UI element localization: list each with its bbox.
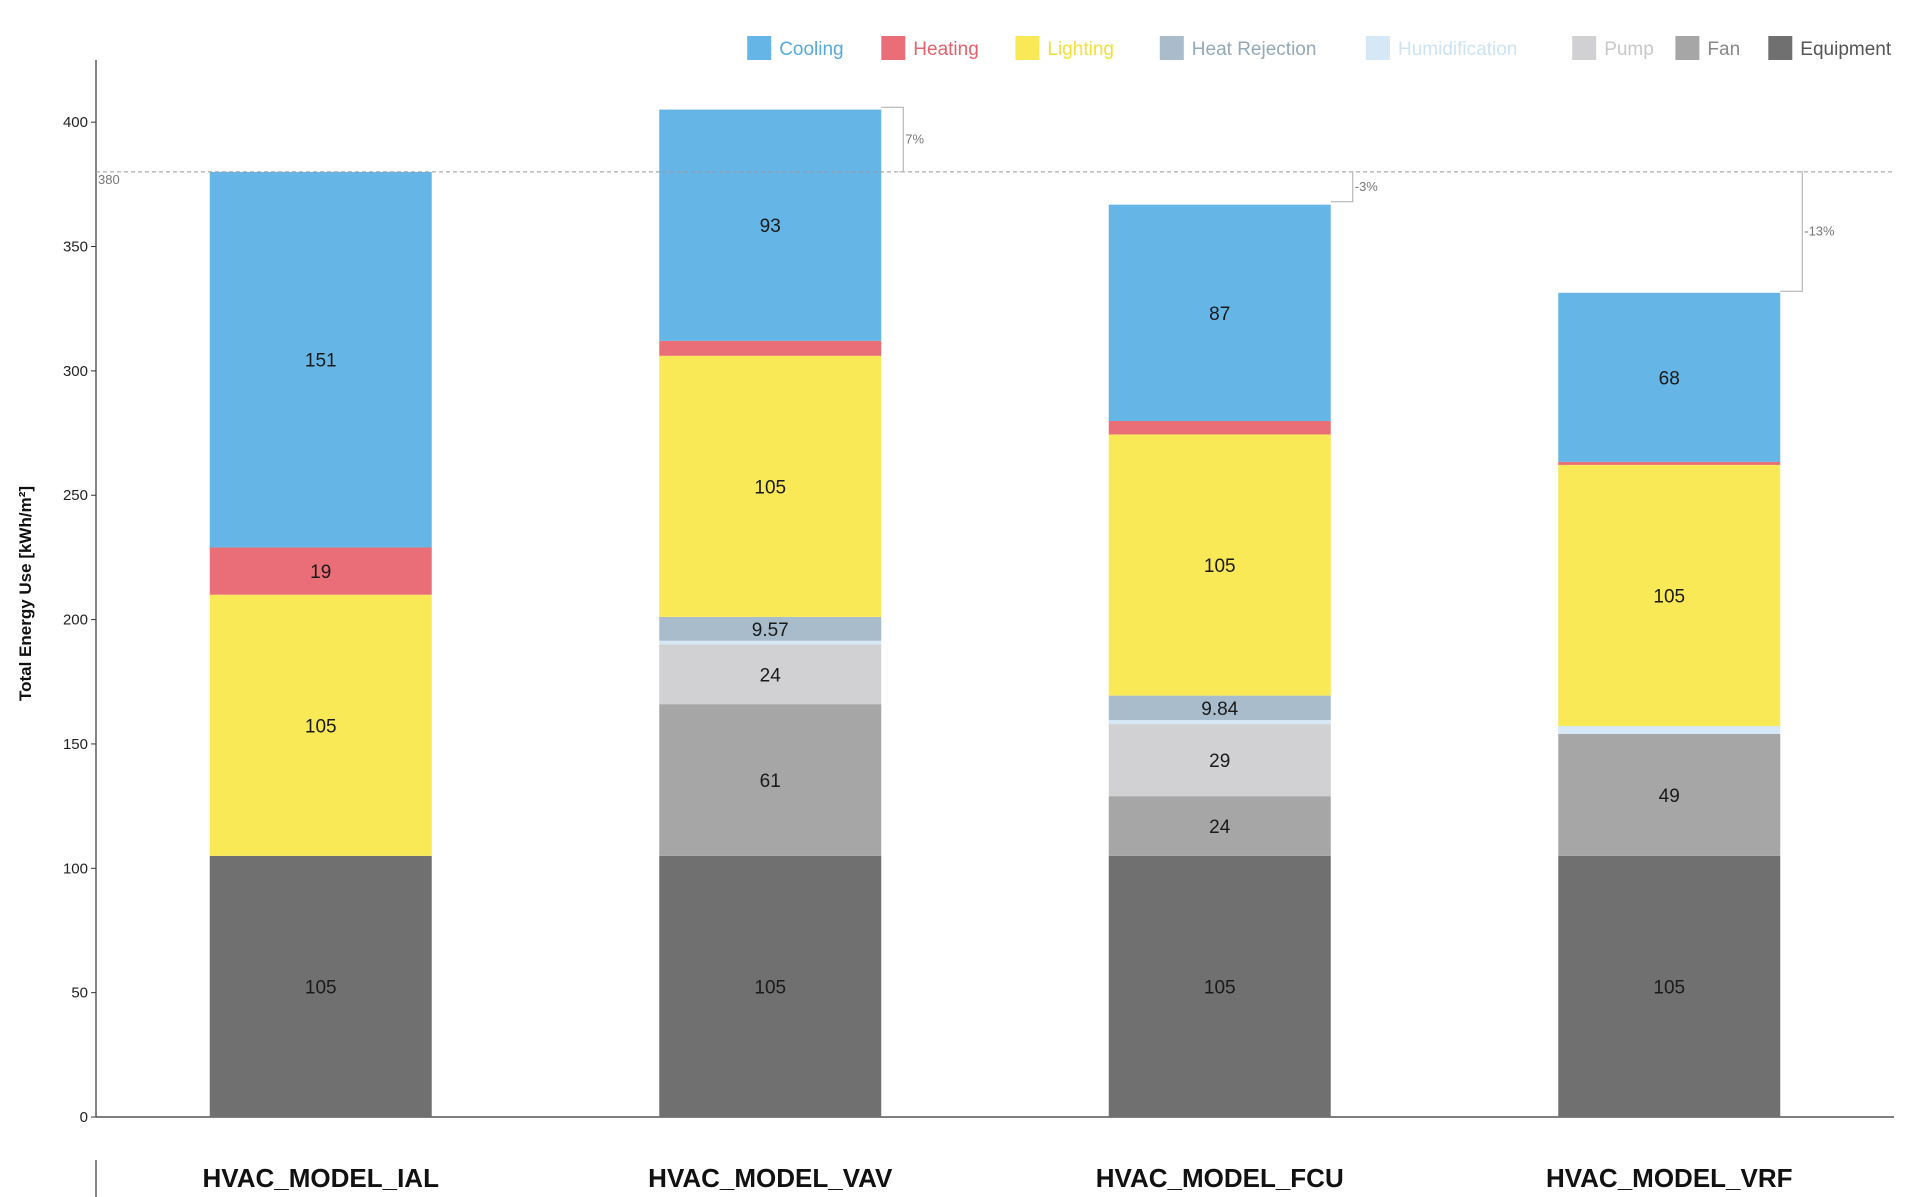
bar-segment-equipment (1558, 855, 1781, 1117)
bar-segment-pump (1108, 724, 1331, 797)
legend-label: Pump (1604, 39, 1654, 60)
difference-bracket (1330, 171, 1354, 203)
legend-item-lighting: Lighting (1015, 36, 1114, 60)
bar-segment-lighting (1558, 464, 1781, 727)
bar-segment-cooling (209, 171, 432, 548)
segment-value-label: 24 (1209, 817, 1231, 838)
legend-item-heating: Heating (881, 36, 979, 60)
legend-item-cooling: Cooling (747, 36, 844, 60)
legend-label: Fan (1707, 39, 1740, 60)
segment-value-label: 49 (1659, 786, 1680, 807)
legend-label: Heating (913, 39, 979, 60)
segment-value-label: 61 (760, 771, 781, 792)
segment-value-label: 105 (305, 977, 337, 998)
bar-segment-cooling (1558, 292, 1781, 462)
segment-value-label: 87 (1209, 304, 1230, 325)
segment-value-label: 151 (305, 351, 337, 372)
segment-value-label: 24 (760, 665, 782, 686)
bar-segment-cooling (659, 109, 882, 341)
segment-value-label: 105 (1204, 556, 1236, 577)
segment-value-label: 68 (1659, 368, 1680, 389)
bar-segment-heat-rejection (659, 616, 882, 641)
y-tick-label: 250 (63, 487, 88, 504)
legend-label: Heat Rejection (1192, 39, 1317, 60)
bar-segment-lighting (209, 594, 432, 856)
legend-swatch (1572, 36, 1597, 60)
legend-swatch (1675, 36, 1700, 60)
bar-segment-cooling (1108, 204, 1331, 422)
bar-segment-humidification (1558, 726, 1781, 734)
difference-label: 7% (905, 132, 924, 147)
bar-segment-heating (1558, 461, 1781, 465)
category-label: HVAC_MODEL_IAL (203, 1163, 440, 1193)
segment-value-label: 105 (754, 977, 786, 998)
baseline-label: 380 (98, 172, 120, 187)
y-tick-label: 150 (63, 736, 88, 753)
legend-label: Equipment (1800, 39, 1892, 60)
segment-value-label: 105 (1204, 977, 1236, 998)
bar-segment-lighting (659, 355, 882, 617)
legend-label: Humidification (1398, 39, 1517, 60)
bar-segment-lighting (1108, 434, 1331, 696)
segment-value-label: 93 (760, 216, 781, 237)
y-tick-label: 400 (63, 114, 88, 131)
legend-swatch (747, 36, 772, 60)
segment-value-label: 19 (310, 562, 331, 583)
legend-item-humidification: Humidification (1366, 36, 1517, 60)
y-tick-label: 350 (63, 239, 88, 256)
segment-value-label: 105 (1653, 977, 1685, 998)
y-tick-label: 100 (63, 860, 88, 877)
bar-segment-humidification (1108, 720, 1331, 725)
legend-swatch (881, 36, 906, 60)
category-label: HVAC_MODEL_VAV (648, 1163, 893, 1193)
difference-label: -3% (1355, 179, 1379, 194)
legend-label: Lighting (1047, 39, 1114, 60)
bar-segment-fan (659, 704, 882, 856)
segment-value-label: 9.84 (1201, 699, 1238, 720)
legend-item-pump: Pump (1572, 36, 1654, 60)
segment-value-label: 29 (1209, 751, 1230, 772)
y-tick-label: 0 (80, 1109, 88, 1126)
bar-segment-heating (1108, 421, 1331, 435)
legend-swatch (1768, 36, 1793, 60)
bar-segment-fan (1558, 733, 1781, 856)
legend-item-fan: Fan (1675, 36, 1740, 60)
legend-swatch (1159, 36, 1184, 60)
bar-segment-fan (1108, 796, 1331, 856)
category-label: HVAC_MODEL_FCU (1096, 1163, 1344, 1193)
bar-segment-heating (659, 340, 882, 356)
segment-value-label: 105 (1653, 586, 1685, 607)
bar-segment-heating (209, 547, 432, 595)
category-label: HVAC_MODEL_VRF (1546, 1163, 1793, 1193)
legend-swatch (1366, 36, 1390, 60)
segment-value-label: 105 (754, 477, 786, 498)
y-tick-label: 50 (71, 985, 88, 1002)
bar-segment-humidification (659, 640, 882, 645)
segment-value-label: 105 (305, 716, 337, 737)
bar-segment-equipment (659, 855, 882, 1117)
legend-label: Cooling (779, 39, 843, 60)
difference-label: -13% (1804, 224, 1835, 239)
legend-swatch (1015, 36, 1040, 60)
y-tick-label: 300 (63, 363, 88, 380)
legend-item-heat-rejection: Heat Rejection (1159, 36, 1317, 60)
y-axis-title: Total Energy Use [kWh/m²] (16, 486, 35, 701)
bar-segment-heat-rejection (1108, 695, 1331, 721)
segment-value-label: 9.57 (752, 620, 789, 641)
bar-segment-pump (659, 644, 882, 705)
difference-bracket (881, 106, 904, 173)
bar-segment-equipment (1108, 855, 1331, 1117)
difference-bracket (1780, 171, 1803, 292)
legend-item-equipment: Equipment (1768, 36, 1892, 60)
bar-segment-equipment (209, 855, 432, 1117)
y-tick-label: 200 (63, 612, 88, 629)
